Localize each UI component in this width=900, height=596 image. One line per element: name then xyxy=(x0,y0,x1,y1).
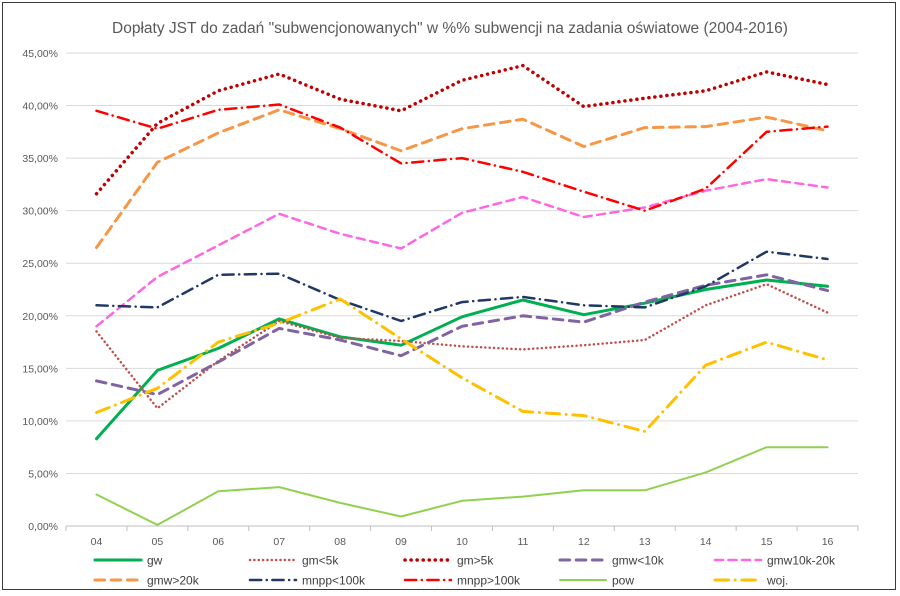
gridlines xyxy=(66,52,858,527)
legend-label: woj. xyxy=(766,574,788,588)
series-line-woj xyxy=(95,297,829,433)
series-group xyxy=(94,63,830,526)
y-tick-label: 25,00% xyxy=(22,258,58,270)
series-line-gm-5k xyxy=(94,63,830,196)
legend-label: gmw10k-20k xyxy=(767,554,836,568)
legend-label: pow xyxy=(612,574,634,588)
series-line-mnpp-100k xyxy=(95,250,829,323)
y-tick-label: 45,00% xyxy=(22,48,58,60)
y-tick-label: 15,00% xyxy=(22,363,58,375)
x-axis: 04 05 06 07 08 09 10 11 12 13 14 15 16 xyxy=(65,526,859,548)
series-line-gmw-10k xyxy=(95,273,829,397)
legend: gw gm<5k gm>5k gmw<10k gmw10k-20k gmw>20k mnpp… xyxy=(93,554,836,588)
chart-title: Dopłaty JST do zadań "subwencjonowanych"… xyxy=(112,20,788,37)
x-tick-label: 16 xyxy=(822,536,834,548)
x-tick-label: 12 xyxy=(578,536,590,548)
y-tick-label: 35,00% xyxy=(22,153,58,165)
y-tick-label: 10,00% xyxy=(22,416,58,428)
x-tick-label: 14 xyxy=(700,536,712,548)
legend-label: gm>5k xyxy=(457,554,494,568)
y-tick-label: 5,00% xyxy=(28,468,58,480)
x-tick-label: 15 xyxy=(761,536,773,548)
y-tick-label: 20,00% xyxy=(22,311,58,323)
x-tick-label: 07 xyxy=(273,536,285,548)
x-tick-label: 04 xyxy=(91,536,103,548)
x-tick-label: 05 xyxy=(152,536,164,548)
y-tick-label: 40,00% xyxy=(22,101,58,113)
legend-label: gmw>20k xyxy=(147,574,200,588)
series-line-gmw10k-20k xyxy=(95,177,829,328)
legend-label: mnpp<100k xyxy=(302,574,366,588)
x-tick-label: 08 xyxy=(334,536,346,548)
x-tick-label: 11 xyxy=(517,536,528,548)
y-tick-label: 0,00% xyxy=(28,521,58,533)
x-tick-label: 09 xyxy=(395,536,407,548)
series-line-mnpp-100k xyxy=(95,103,829,212)
x-tick-label: 13 xyxy=(639,536,651,548)
line-chart: Dopłaty JST do zadań "subwencjonowanych"… xyxy=(22,20,859,588)
y-axis: 0,00% 5,00% 10,00% 15,00% 20,00% 25,00% 30,00%… xyxy=(22,48,58,533)
legend-label: mnpp>100k xyxy=(457,574,521,588)
x-tick-label: 10 xyxy=(456,536,468,548)
legend-label: gm<5k xyxy=(302,554,339,568)
series-line-gmw-20k xyxy=(95,108,829,249)
legend-label: gmw<10k xyxy=(612,554,665,568)
series-line-gw xyxy=(95,278,829,441)
series-line-pow xyxy=(95,446,829,526)
x-tick-label: 06 xyxy=(212,536,224,548)
legend-label: gw xyxy=(147,554,163,568)
y-tick-label: 30,00% xyxy=(22,206,58,218)
